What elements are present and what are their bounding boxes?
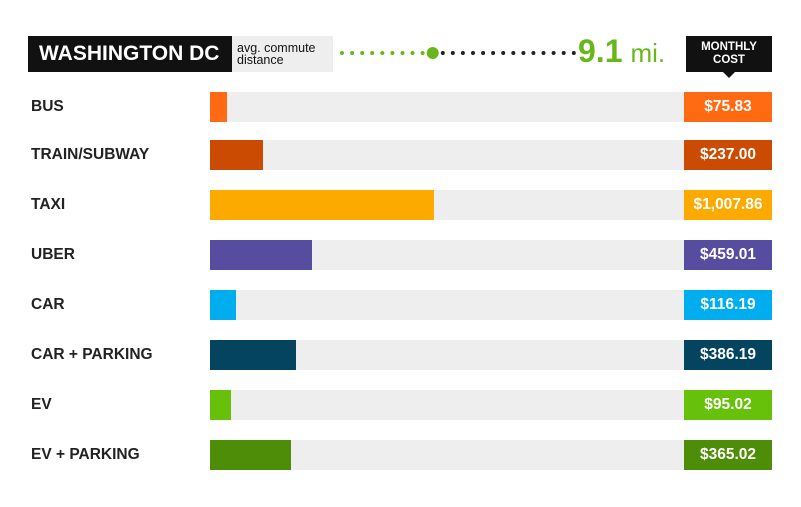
distance-dot	[561, 51, 566, 55]
bar	[210, 140, 263, 170]
bar-track	[210, 290, 684, 320]
category-label: TAXI	[31, 196, 66, 213]
distance-value: 9.1	[578, 33, 623, 69]
bar	[210, 340, 296, 370]
category-label: BUS	[31, 98, 64, 115]
category-label: CAR	[31, 296, 65, 313]
monthly-cost-header-line2: COST	[713, 54, 745, 66]
distance-dot	[571, 51, 576, 55]
distance-dot	[350, 51, 355, 55]
distance-dot	[440, 51, 445, 55]
distance-dot	[450, 51, 455, 55]
distance-unit: mi.	[630, 38, 666, 68]
cost-label: $386.19	[684, 340, 772, 370]
bar	[210, 440, 292, 470]
avg-commute-label-line2: distance	[237, 53, 284, 67]
bar	[210, 390, 232, 420]
bar-track	[210, 340, 684, 370]
distance-dot	[420, 51, 425, 55]
avg-commute-label: avg. commute distance	[232, 36, 333, 72]
distance-dots	[340, 47, 576, 59]
distance-dot	[400, 51, 405, 55]
distance-dot	[460, 51, 465, 55]
bar-track	[210, 440, 684, 470]
distance-dot	[360, 51, 365, 55]
bar-track	[210, 140, 684, 170]
bar	[210, 240, 313, 270]
cost-label: $116.19	[684, 290, 772, 320]
category-label: EV + PARKING	[31, 446, 140, 463]
cost-label: $1,007.86	[684, 190, 772, 220]
distance-dot	[531, 51, 536, 55]
chart-row: UBER $459.01	[0, 240, 801, 270]
cost-label: $365.02	[684, 440, 772, 470]
distance-dot	[511, 51, 516, 55]
distance-dot	[491, 51, 496, 55]
category-label: CAR + PARKING	[31, 346, 153, 363]
chart-row: EV $95.02	[0, 390, 801, 420]
bar-track	[210, 190, 684, 220]
distance-dot	[410, 51, 415, 55]
chart-row: CAR $116.19	[0, 290, 801, 320]
chart-row: EV + PARKING $365.02	[0, 440, 801, 470]
bar-track	[210, 240, 684, 270]
cost-label: $95.02	[684, 390, 772, 420]
chart-row: BUS $75.83	[0, 92, 801, 122]
distance-dot	[551, 51, 556, 55]
distance-dot	[340, 51, 344, 55]
distance-dot	[521, 51, 526, 55]
chart-row: CAR + PARKING $386.19	[0, 340, 801, 370]
monthly-cost-header-line1: MONTHLY	[701, 41, 757, 53]
bar-track	[210, 92, 684, 122]
category-label: TRAIN/SUBWAY	[31, 146, 150, 163]
chart-row: TRAIN/SUBWAY $237.00	[0, 140, 801, 170]
bar	[210, 92, 227, 122]
distance-marker	[426, 47, 439, 59]
category-label: EV	[31, 396, 52, 413]
chart-row: TAXI $1,007.86	[0, 190, 801, 220]
cost-label: $459.01	[684, 240, 772, 270]
bar	[210, 290, 236, 320]
distance-dot	[471, 51, 475, 55]
monthly-cost-header: MONTHLY COST	[686, 36, 772, 78]
distance-dot	[481, 51, 486, 55]
bar-track	[210, 390, 684, 420]
distance-readout: 9.1 mi.	[578, 31, 665, 73]
avg-commute-label-line1: avg. commute	[237, 41, 316, 55]
city-title: WASHINGTON DC	[28, 36, 232, 72]
distance-dot	[541, 51, 546, 55]
cost-label: $237.00	[684, 140, 772, 170]
distance-dot	[390, 51, 395, 55]
distance-dot	[370, 51, 375, 55]
category-label: UBER	[31, 246, 75, 263]
cost-label: $75.83	[684, 92, 772, 122]
distance-dot	[380, 51, 385, 55]
bar	[210, 190, 435, 220]
distance-dot	[501, 51, 506, 55]
